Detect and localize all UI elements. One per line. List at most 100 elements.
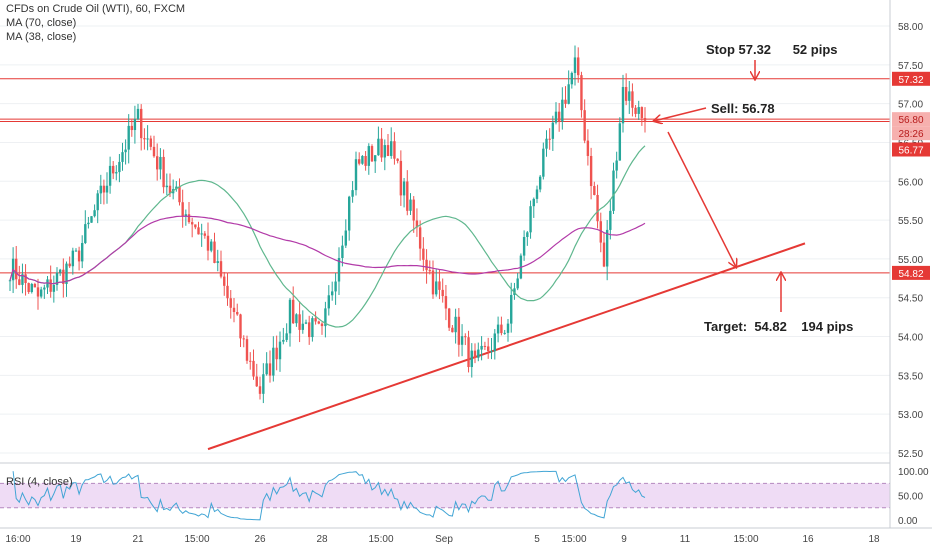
candle-body [65, 263, 68, 284]
price-tick-label: 52.50 [898, 449, 923, 460]
candle-body [317, 321, 320, 324]
candle-body [308, 322, 311, 338]
candle-body [425, 259, 428, 271]
candle-body [223, 276, 226, 286]
candle-body [577, 57, 580, 76]
time-tick-label: 16:00 [5, 534, 30, 545]
chart-title: CFDs on Crude Oil (WTI), 60, FXCM [6, 3, 186, 15]
candle-body [643, 117, 647, 121]
candle-body [331, 291, 334, 296]
candle-body [265, 363, 268, 375]
candle-body [548, 138, 551, 140]
candle-body [503, 332, 506, 334]
candle-body [348, 196, 351, 231]
candle-body [206, 235, 210, 251]
candle-body [15, 258, 18, 280]
candle-body [49, 279, 52, 292]
candle-body [46, 279, 49, 288]
candle-body [490, 351, 493, 353]
candle-body [190, 222, 194, 225]
entry-price-tag: 56.80 [898, 115, 923, 126]
time-tick-label: Sep [435, 534, 453, 545]
candle-body [573, 57, 577, 73]
candle-body [351, 190, 354, 197]
countdown-tag-bg [892, 126, 930, 141]
candle-body [81, 243, 84, 262]
candle-body [393, 141, 396, 159]
candle-body [252, 360, 255, 377]
candle-body [30, 283, 33, 293]
candle-body [68, 263, 71, 267]
price-tick-label: 58.00 [898, 22, 923, 33]
candle-body [554, 111, 558, 123]
candle-body [133, 119, 137, 131]
candle-body [341, 245, 344, 258]
sell-price-tag-bg [892, 142, 930, 157]
candle-body [105, 185, 109, 193]
time-tick-label: 21 [132, 534, 144, 545]
target-price-tag: 54.82 [898, 269, 923, 280]
candle-body [506, 323, 510, 333]
candle-body [628, 91, 631, 101]
time-tick-label: 28 [316, 534, 328, 545]
candle-body [27, 283, 30, 293]
target-annotation: Target: 54.82 194 pips [704, 319, 853, 334]
candle-body [249, 360, 252, 362]
candle-body [219, 261, 223, 277]
candle-body [112, 165, 115, 174]
price-tick-label: 55.00 [898, 255, 923, 266]
candle-body [285, 333, 288, 340]
candle-body [136, 108, 140, 120]
candle-body [399, 160, 403, 196]
price-tick-label: 54.00 [898, 333, 923, 344]
rsi-pane: 100.00 50.00 0.00 [0, 467, 929, 527]
candle-body [467, 337, 470, 368]
candle-body [55, 272, 59, 285]
candle-body [364, 155, 367, 166]
candle-body [159, 156, 162, 170]
sell-arrow [654, 107, 707, 121]
candle-body [184, 214, 188, 217]
stop-annotation: Stop 57.32 52 pips [706, 42, 838, 57]
stop-price-tag-bg [892, 71, 930, 86]
candle-body [496, 324, 500, 334]
candle-body [275, 347, 278, 360]
candle-body [409, 199, 412, 211]
candle-body [226, 285, 229, 299]
candle-body [102, 185, 106, 193]
candle-body [175, 186, 178, 190]
candle-body [457, 316, 461, 345]
candle-body [33, 283, 37, 288]
rsi-label: RSI (4, close) [6, 476, 73, 488]
candle-body [402, 181, 406, 196]
candle-body [255, 376, 258, 387]
candle-body [631, 91, 634, 108]
moving-averages [9, 145, 646, 328]
candles [8, 45, 647, 404]
candle-body [229, 298, 232, 308]
candle-body [551, 122, 555, 139]
target-path-arrow [667, 131, 736, 267]
candle-body [36, 287, 40, 297]
candle-body [311, 318, 314, 338]
candle-body [8, 280, 12, 282]
candle-body [304, 322, 308, 324]
candle-body [428, 270, 431, 272]
candle-body [480, 345, 483, 350]
candle-body [513, 288, 516, 295]
candle-body [367, 146, 370, 166]
candle-body [239, 314, 242, 339]
candle-body [444, 296, 448, 309]
candle-body [152, 146, 156, 157]
candle-body [361, 155, 364, 164]
grid [0, 25, 890, 454]
candle-body [178, 186, 181, 203]
countdown-tag: 28:26 [898, 129, 923, 140]
candle-body [526, 232, 529, 237]
horizontal-levels [0, 78, 890, 274]
candle-body [438, 281, 441, 290]
candle-body [245, 339, 249, 361]
candle-body [609, 210, 612, 230]
candle-body [168, 185, 172, 194]
